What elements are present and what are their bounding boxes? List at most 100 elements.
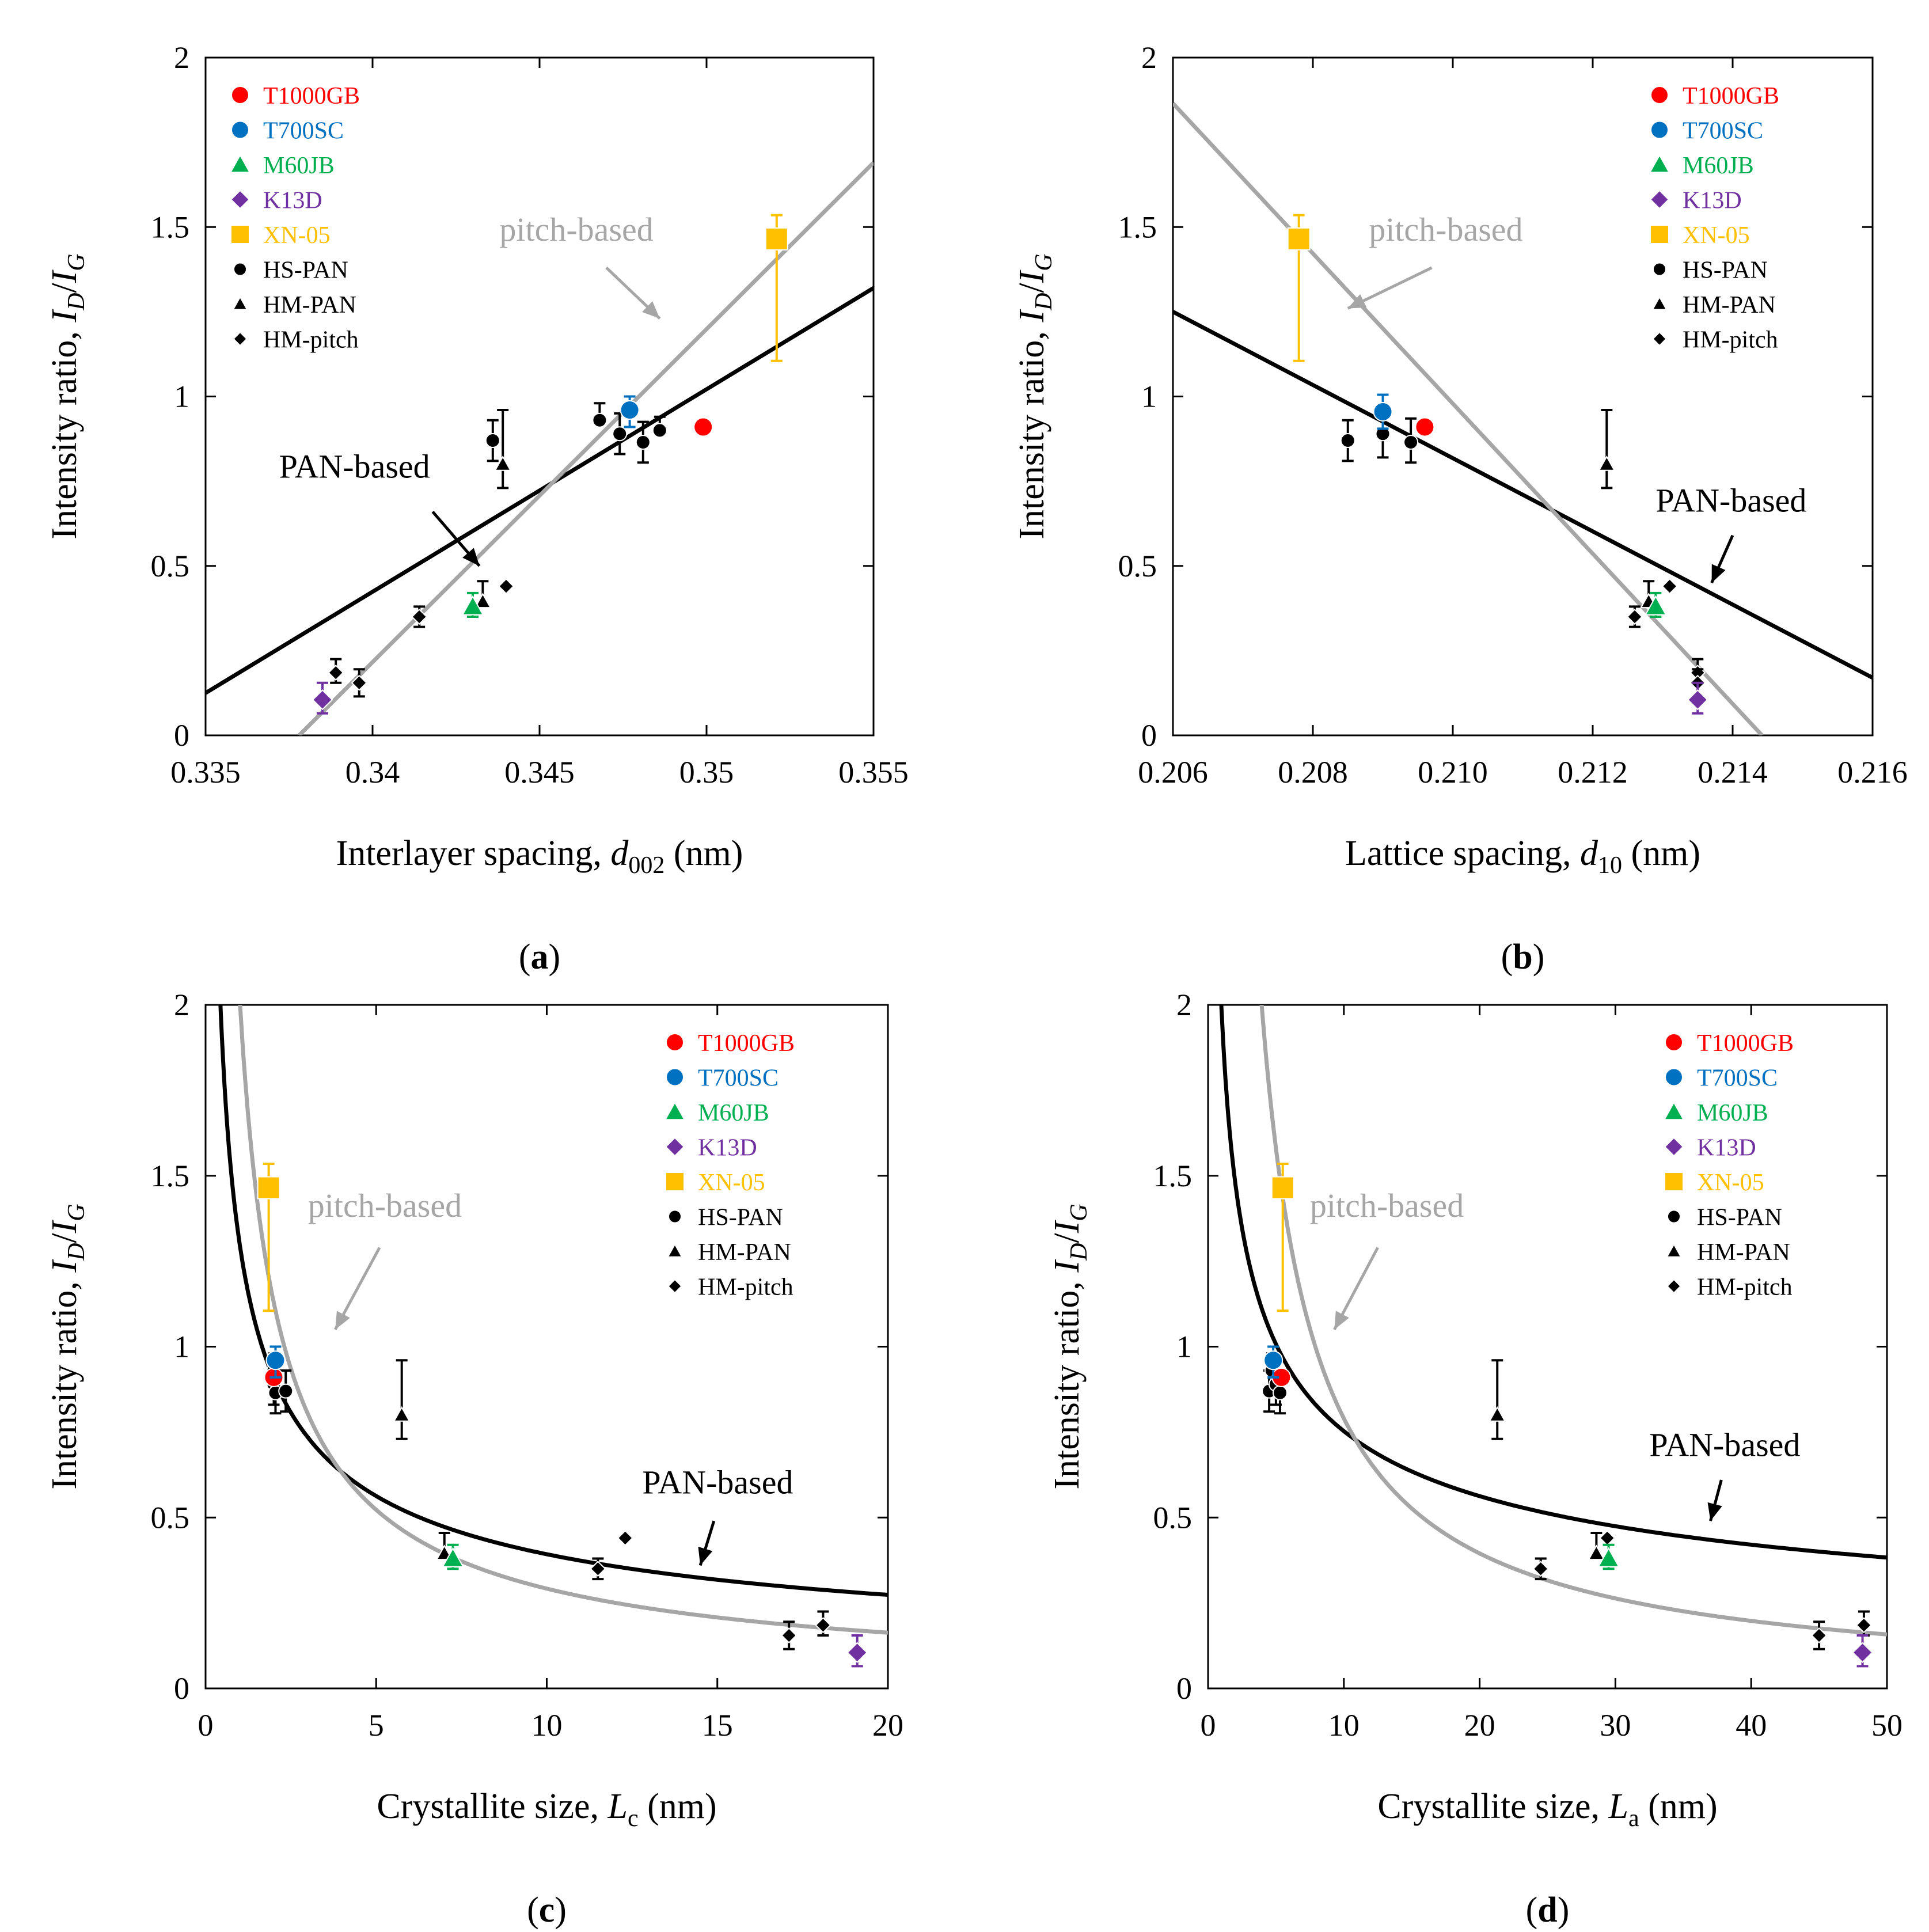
panel-a-fit-pan-based: [206, 286, 874, 695]
panel-a-legend-label: XN-05: [263, 222, 331, 249]
panel-d-point-k13d: [1852, 1642, 1873, 1663]
panel-b-x-tick-label: 0.216: [1837, 755, 1908, 789]
panel-b-legend-label: M60JB: [1683, 153, 1754, 179]
panel-c-legend-label: T700SC: [698, 1065, 779, 1092]
panel-c-legend-marker-hm-pan: [667, 1243, 683, 1258]
panel-b-legend-marker-t1000gb: [1650, 86, 1669, 104]
panel-d-point-xn-05: [1271, 1176, 1294, 1200]
panel-d: 0 10 20 30 40 50 0 0.5 1 1.5 2 Crystallite size, La…: [1047, 988, 1903, 1930]
panel-a-y-tick-label: 0: [174, 718, 189, 753]
panel-a-point-hm-pan: [494, 455, 512, 471]
panel-a-caption: (a): [519, 937, 560, 977]
panel-a-point-k13d: [312, 689, 333, 711]
panel-b: 0.206 0.208 0.210 0.212 0.214 0.216 0 0.5 1 1.5 2 L…: [1012, 40, 1908, 977]
panel-d-point-m60jb: [1597, 1547, 1620, 1567]
panel-a-point-hm-pitch: [411, 609, 428, 625]
panel-b-legend-label: T1000GB: [1683, 83, 1779, 109]
panel-c-legend-marker-m60jb: [664, 1101, 686, 1121]
panel-d-legend-marker-t700sc: [1665, 1068, 1683, 1087]
panel-d-x-tick-label: 20: [1464, 1708, 1495, 1743]
panel-a-legend-label: HS-PAN: [263, 257, 348, 284]
panel-c-x-tick-label: 10: [531, 1708, 563, 1743]
panel-d-legend-marker-hs-pan: [1667, 1209, 1681, 1224]
panel-a-x-tick-label: 0.35: [679, 755, 734, 789]
panel-c-fit-pan-based: [218, 1005, 888, 1597]
panel-c-annotation-pitch-based: pitch-based: [308, 1187, 462, 1224]
panel-c-y-axis-title: Intensity ratio, ID/IG: [45, 1204, 90, 1489]
panel-c-y-tick-label: 2: [174, 988, 189, 1022]
panel-b-legend-marker-t700sc: [1650, 120, 1669, 139]
panel-a-point-hm-pitch: [351, 674, 367, 691]
panel-a-legend-marker-t1000gb: [231, 86, 249, 104]
panel-d-point-hs-pan: [1272, 1385, 1288, 1400]
panel-b-point-hm-pitch: [1661, 578, 1678, 595]
panel-b-x-axis-title: Lattice spacing, d10 (nm): [1345, 834, 1700, 879]
panel-b-fit-pan-based: [1173, 310, 1873, 680]
panel-c-x-tick-label: 0: [198, 1708, 214, 1743]
panel-c-point-hs-pan: [278, 1383, 294, 1399]
panel-a-legend: T1000GB T700SC M60JB K13D XN-05 HS-PAN HM-PAN H…: [229, 83, 360, 354]
panel-b-point-xn-05: [1287, 227, 1311, 250]
panel-c-legend-label: HS-PAN: [698, 1205, 783, 1231]
panel-d-y-tick-label: 2: [1176, 988, 1192, 1022]
panel-d-point-hm-pan: [1588, 1544, 1605, 1561]
panel-a-point-hs-pan: [652, 423, 667, 438]
panel-d-arrowhead: [1334, 1311, 1349, 1330]
panel-a-legend-marker-xn-05: [230, 225, 250, 244]
panel-c-legend-label: T1000GB: [698, 1030, 795, 1057]
panel-a-legend-label: T1000GB: [263, 83, 360, 109]
panel-d-y-tick-label: 1: [1176, 1330, 1192, 1364]
panel-b-point-hs-pan: [1340, 433, 1355, 449]
panel-c-point-hm-pitch: [781, 1627, 798, 1644]
panel-d-plot-frame: [1207, 1004, 1888, 1690]
panel-c-point-hm-pitch: [617, 1529, 633, 1546]
panel-a-x-axis-title: Interlayer spacing, d002 (nm): [336, 834, 743, 879]
panel-b-point-hm-pitch: [1626, 609, 1643, 625]
panel-a-y-tick-label: 1.5: [151, 210, 190, 244]
panel-c-legend: T1000GB T700SC M60JB K13D XN-05 HS-PAN HM-PAN H…: [664, 1030, 795, 1301]
panel-d-annotation-pan-based: PAN-based: [1649, 1426, 1800, 1463]
panel-b-arrowhead: [1347, 294, 1367, 309]
panel-b-fit-pitch-based: [1173, 102, 1764, 735]
panel-d-legend-marker-m60jb: [1663, 1101, 1685, 1121]
panel-c-x-tick-label: 15: [702, 1708, 733, 1743]
panel-c-fit-pitch-based: [238, 1005, 888, 1635]
panel-d-legend-marker-k13d: [1664, 1137, 1684, 1157]
panel-d-legend-label: T1000GB: [1697, 1030, 1794, 1057]
panel-c-point-hm-pan: [393, 1406, 411, 1422]
panel-a-legend-marker-m60jb: [229, 154, 251, 173]
panel-a-x-tick-label: 0.34: [345, 755, 400, 789]
panel-b-y-tick-label: 0.5: [1118, 549, 1157, 583]
panel-a-point-hs-pan: [612, 426, 628, 442]
panel-d-legend: T1000GB T700SC M60JB K13D XN-05 HS-PAN HM-PAN H…: [1663, 1030, 1794, 1301]
panel-c-y-tick-label: 1.5: [151, 1159, 190, 1193]
panel-d-caption: (d): [1526, 1891, 1570, 1930]
panel-c-legend-marker-k13d: [664, 1137, 685, 1157]
panel-d-y-tick-label: 0: [1176, 1671, 1192, 1706]
panel-d-y-tick-label: 1.5: [1153, 1159, 1193, 1193]
panel-b-point-k13d: [1687, 689, 1708, 711]
panel-a-point-hs-pan: [592, 412, 607, 428]
panel-b-x-tick-label: 0.214: [1698, 755, 1768, 789]
panel-a-y-tick-label: 1: [174, 379, 189, 414]
panel-d-x-tick-label: 40: [1736, 1708, 1767, 1743]
panel-c-legend-label: M60JB: [698, 1100, 769, 1126]
panel-a-arrowhead: [462, 548, 480, 566]
panel-a-point-hm-pitch: [498, 578, 515, 595]
panel-b-point-t1000gb: [1415, 417, 1435, 437]
panel-b-legend-marker-hm-pitch: [1652, 331, 1667, 347]
panel-a-legend-marker-hm-pan: [232, 295, 248, 310]
panel-a-legend-label: T700SC: [263, 118, 344, 145]
panel-b-legend-label: K13D: [1683, 188, 1742, 214]
panel-c-legend-marker-hm-pitch: [667, 1278, 682, 1294]
panel-b-caption: (b): [1501, 937, 1545, 977]
panel-b-legend-label: XN-05: [1683, 222, 1750, 249]
panel-b-legend-label: HM-PAN: [1683, 292, 1776, 318]
panel-c-x-tick-label: 20: [872, 1708, 903, 1743]
panel-b-legend-marker-hm-pan: [1651, 295, 1668, 310]
panel-a-x-tick-label: 0.355: [838, 755, 909, 789]
panel-c-legend-marker-t1000gb: [666, 1033, 684, 1052]
panel-b-annotation-pitch-based: pitch-based: [1369, 211, 1522, 248]
panel-c-legend-label: XN-05: [698, 1170, 765, 1196]
